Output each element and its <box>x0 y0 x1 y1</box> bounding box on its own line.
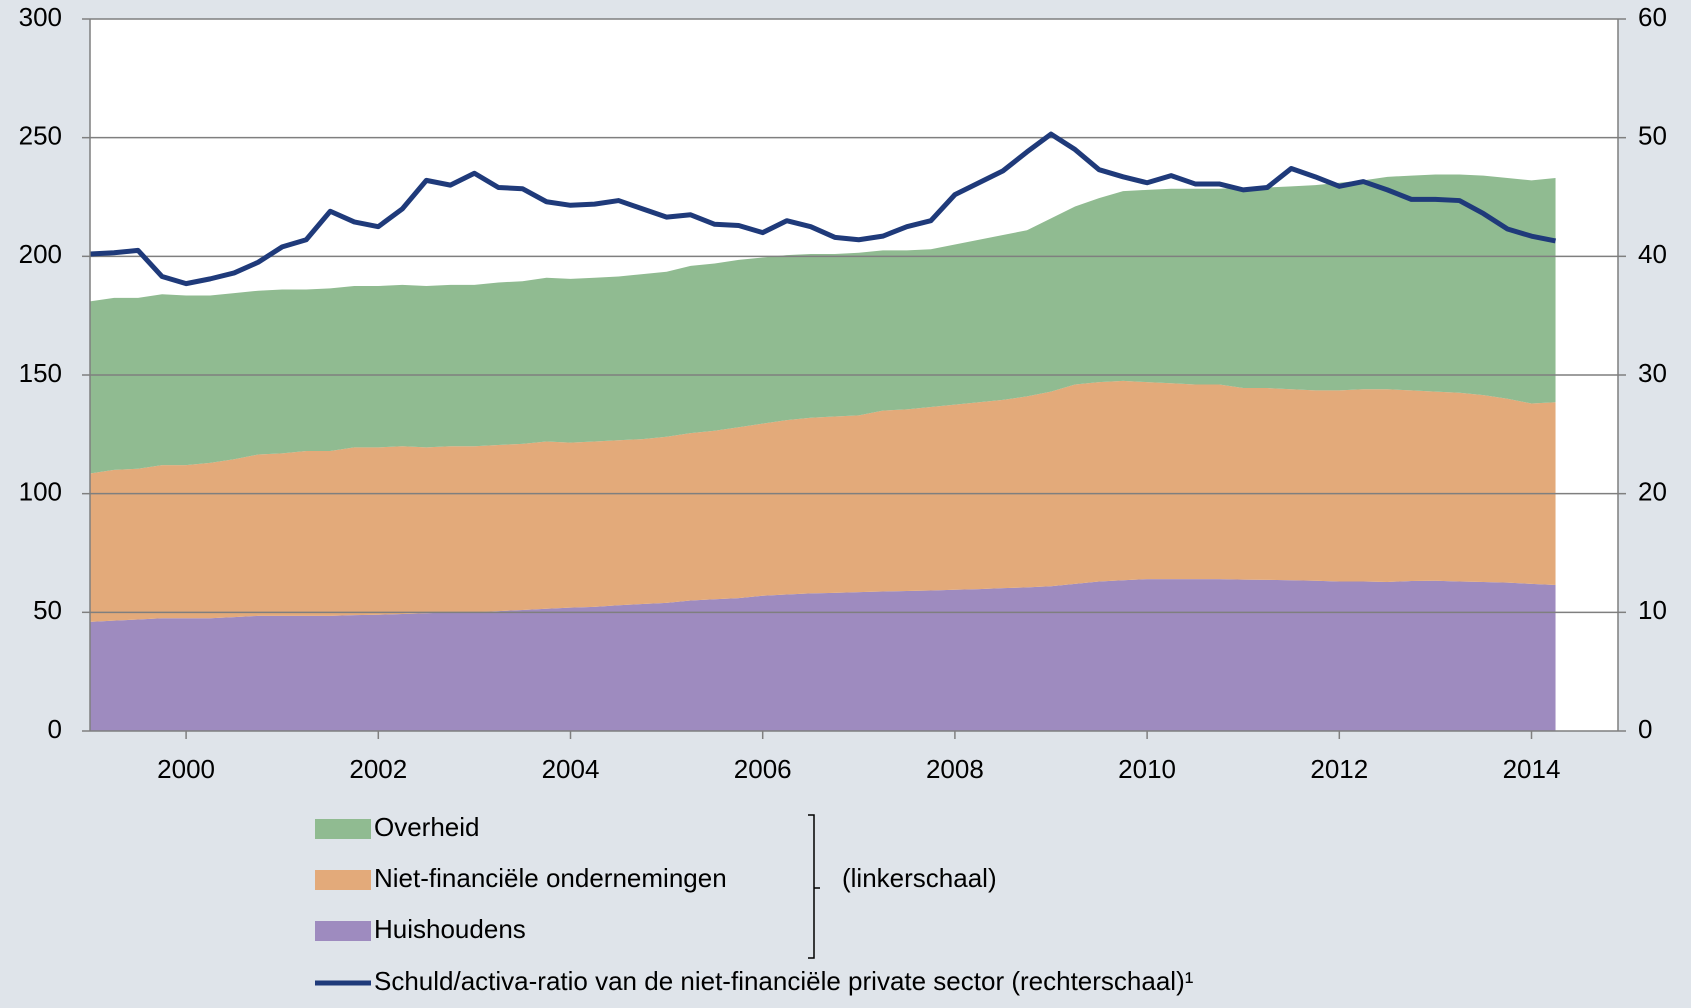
y-tick-label: 50 <box>33 595 62 625</box>
x-tick-label: 2000 <box>157 754 215 784</box>
legend-label: Huishoudens <box>374 914 526 944</box>
x-tick-label: 2012 <box>1310 754 1368 784</box>
x-tick-label: 2004 <box>542 754 600 784</box>
x-tick-label: 2010 <box>1118 754 1176 784</box>
y2-tick-label: 30 <box>1638 358 1667 388</box>
line <box>89 131 1557 287</box>
area <box>90 174 1556 474</box>
legend-label: Overheid <box>374 812 480 842</box>
x-tick-label: 2008 <box>926 754 984 784</box>
y-tick-label: 0 <box>48 714 62 744</box>
y2-tick-label: 60 <box>1638 2 1667 32</box>
annotation: (linkerschaal) <box>842 863 997 893</box>
area <box>90 380 1556 622</box>
y2-tick-label: 10 <box>1638 595 1667 625</box>
x-tick-label: 2006 <box>734 754 792 784</box>
y-tick-label: 100 <box>19 477 62 507</box>
x-tick-label: 2002 <box>349 754 407 784</box>
legend-label: Schuld/activa-ratio van de niet-financië… <box>374 966 1194 996</box>
legend-swatch <box>315 870 371 890</box>
legend-swatch <box>315 921 371 941</box>
y-tick-label: 250 <box>19 121 62 151</box>
y-tick-label: 150 <box>19 358 62 388</box>
legend-bracket <box>808 814 820 959</box>
y2-tick-label: 40 <box>1638 239 1667 269</box>
area <box>90 579 1556 731</box>
y-tick-label: 300 <box>19 2 62 32</box>
y2-tick-label: 50 <box>1638 121 1667 151</box>
y2-tick-label: 0 <box>1638 714 1652 744</box>
x-tick-label: 2014 <box>1503 754 1561 784</box>
y-tick-label: 200 <box>19 239 62 269</box>
legend-label: Niet-financiële ondernemingen <box>374 863 727 893</box>
legend-swatch <box>315 819 371 839</box>
y2-tick-label: 20 <box>1638 477 1667 507</box>
